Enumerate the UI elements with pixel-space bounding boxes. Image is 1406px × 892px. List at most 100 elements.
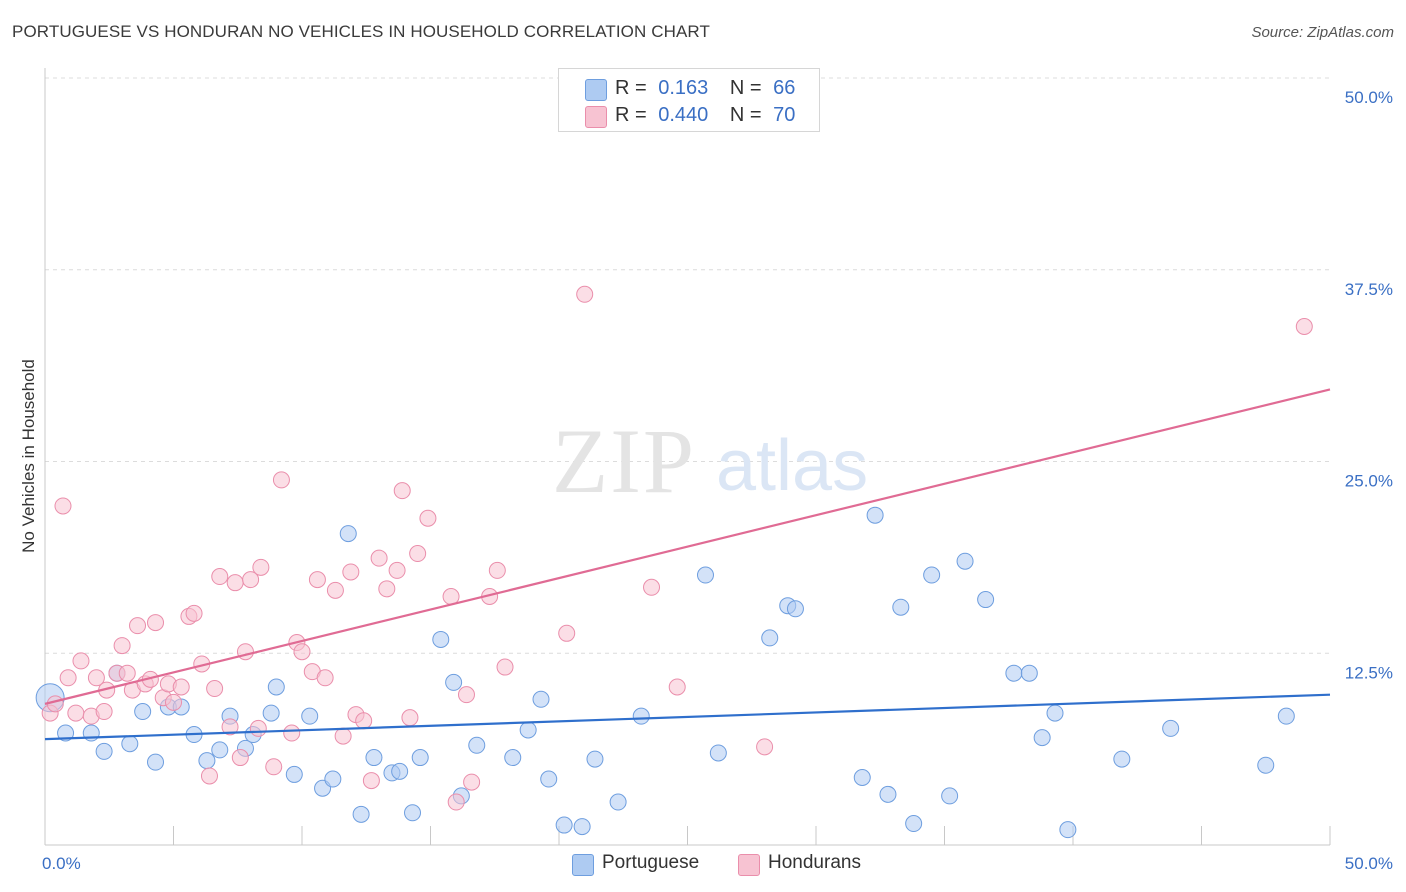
y-tick-label: 12.5%: [1345, 663, 1393, 682]
portuguese-point: [586, 750, 604, 768]
legend-n-value: 66: [773, 77, 796, 99]
hondurans-point: [342, 563, 360, 581]
hondurans-point: [293, 643, 311, 661]
portuguese-point: [411, 749, 429, 767]
portuguese-point: [709, 744, 727, 762]
portuguese-point: [147, 753, 165, 771]
portuguese-trend-line: [44, 693, 1331, 741]
portuguese-point: [977, 591, 995, 609]
portuguese-point: [1113, 750, 1131, 768]
portuguese-point: [1033, 729, 1051, 747]
portuguese-point: [761, 629, 779, 647]
hondurans-point: [326, 581, 344, 599]
portuguese-point: [365, 749, 383, 767]
bottom-legend-label-hondurans: Hondurans: [768, 852, 861, 873]
hondurans-point: [185, 604, 203, 622]
portuguese-point: [391, 762, 409, 780]
hondurans-point: [252, 558, 270, 576]
portuguese-point: [57, 724, 75, 742]
hondurans-point: [308, 571, 326, 589]
x-tick-label-right: 50.0%: [1345, 854, 1393, 873]
portuguese-point: [285, 765, 303, 783]
hondurans-points: [41, 69, 1313, 811]
hondurans-point: [447, 793, 465, 811]
hondurans-point: [95, 703, 113, 721]
gridlines: [45, 77, 1330, 654]
hondurans-point: [200, 767, 218, 785]
portuguese-point: [1257, 756, 1275, 774]
hondurans-point: [558, 624, 576, 642]
hondurans-point: [129, 617, 147, 635]
hondurans-point: [576, 285, 594, 303]
hondurans-point: [46, 695, 64, 713]
portuguese-point: [262, 704, 280, 722]
hondurans-point: [643, 578, 661, 596]
watermark: ZIP atlas: [552, 410, 868, 512]
portuguese-point: [1020, 664, 1038, 682]
portuguese-point: [1162, 719, 1180, 737]
correlation-legend: R = 0.163 N = 66 R = 0.440 N = 70: [558, 68, 820, 132]
hondurans-point: [272, 471, 290, 489]
hondurans-point: [54, 497, 72, 515]
portuguese-point: [941, 787, 959, 805]
portuguese-point: [352, 805, 370, 823]
hondurans-point: [355, 712, 373, 730]
portuguese-point: [609, 793, 627, 811]
hondurans-point: [113, 637, 131, 655]
legend-swatch-hondurans: [585, 106, 607, 128]
legend-n-label: N =: [729, 104, 762, 126]
portuguese-point: [786, 600, 804, 618]
watermark-zip: ZIP: [552, 410, 696, 512]
hondurans-point: [283, 724, 301, 742]
portuguese-point: [696, 566, 714, 584]
trend-lines: [44, 388, 1331, 741]
portuguese-point: [301, 707, 319, 725]
hondurans-point: [401, 709, 419, 727]
hondurans-point: [316, 669, 334, 687]
hondurans-point: [72, 652, 90, 670]
portuguese-point: [956, 552, 974, 570]
hondurans-point: [231, 749, 249, 767]
portuguese-point: [879, 785, 897, 803]
bottom-legend-swatch-hondurans: [738, 854, 760, 876]
hondurans-trend-line: [44, 388, 1331, 705]
bottom-legend-swatch-portuguese: [572, 854, 594, 876]
hondurans-point: [59, 669, 77, 687]
y-tick-label: 50.0%: [1345, 88, 1393, 107]
hondurans-point: [496, 658, 514, 676]
y-tick-label: 25.0%: [1345, 472, 1393, 491]
hondurans-point: [668, 678, 686, 696]
legend-r-label: R =: [615, 77, 647, 99]
hondurans-point: [362, 772, 380, 790]
legend-n-label: N =: [729, 77, 762, 99]
hondurans-point: [1295, 318, 1313, 336]
portuguese-point: [923, 566, 941, 584]
portuguese-point: [866, 506, 884, 524]
portuguese-point: [632, 707, 650, 725]
source-label: Source: ZipAtlas.com: [1251, 24, 1394, 41]
portuguese-point: [1059, 821, 1077, 839]
hondurans-point: [118, 664, 136, 682]
portuguese-point: [95, 742, 113, 760]
portuguese-point: [540, 770, 558, 788]
y-axis-label: No Vehicles in Household: [19, 359, 38, 553]
legend-swatch-portuguese: [585, 79, 607, 101]
hondurans-point: [211, 568, 229, 586]
portuguese-point: [121, 735, 139, 753]
portuguese-point: [905, 815, 923, 833]
chart-title: PORTUGUESE VS HONDURAN NO VEHICLES IN HO…: [12, 22, 710, 41]
portuguese-point: [468, 736, 486, 754]
portuguese-point: [573, 818, 591, 836]
portuguese-point: [134, 703, 152, 721]
portuguese-point: [198, 752, 216, 770]
portuguese-point: [324, 770, 342, 788]
hondurans-point: [334, 727, 352, 745]
legend-r-label: R =: [615, 104, 647, 126]
portuguese-point: [1277, 707, 1295, 725]
portuguese-points: [35, 506, 1295, 839]
portuguese-point: [1005, 664, 1023, 682]
hondurans-point: [206, 680, 224, 698]
legend-n-value: 70: [773, 104, 796, 126]
tick-labels: 12.5% 25.0% 37.5% 50.0% 0.0% 50.0%: [42, 88, 1393, 873]
hondurans-point: [393, 482, 411, 500]
